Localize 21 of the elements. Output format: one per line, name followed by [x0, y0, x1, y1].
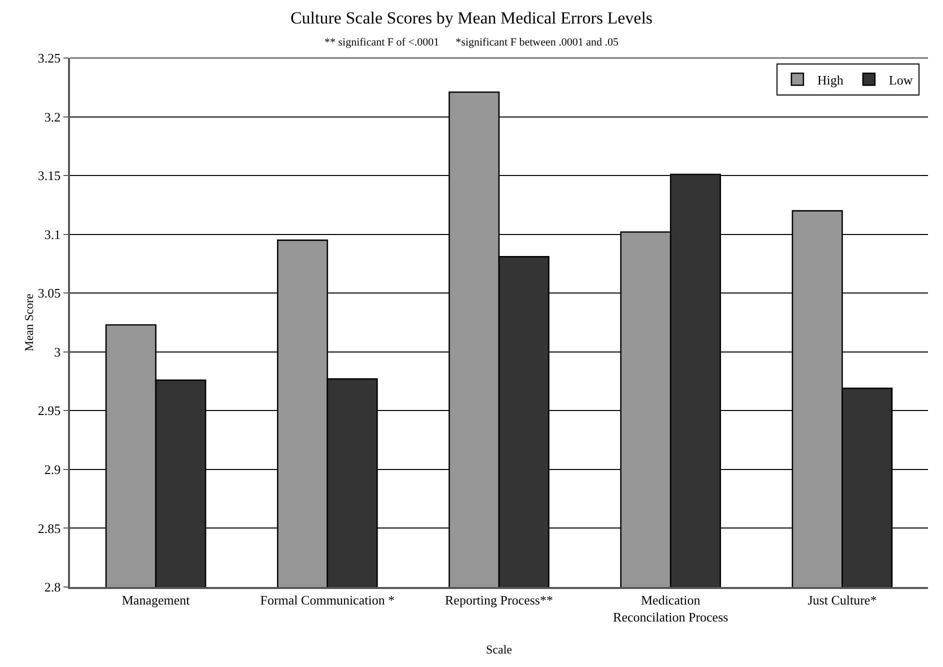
chart-subtitle: ** significant F of <.0001 *significant F between .0001 and .05	[324, 36, 619, 48]
x-tick-label: Medication Reconcilation Process	[613, 592, 728, 624]
x-tick-label: Reporting Process**	[445, 592, 553, 608]
y-tick-label: 3.25	[38, 50, 61, 66]
x-tick-label: Management	[122, 592, 190, 608]
y-axis-title: Mean Score	[22, 294, 36, 352]
y-tick-label: 2.85	[38, 520, 61, 536]
y-tick-label: 3.1	[44, 226, 61, 242]
legend-label: Low	[888, 72, 914, 88]
y-tick-label: 3.05	[38, 286, 61, 301]
y-tick-label: 2.9	[44, 462, 61, 477]
y-tick-label: 3.15	[38, 168, 61, 184]
y-tick-label: 3.2	[44, 109, 61, 124]
x-axis-title: Scale	[486, 642, 512, 657]
chart-title: Culture Scale Scores by Mean Medical Errors Levels	[290, 8, 653, 28]
y-tick-label: 2.8	[44, 580, 61, 595]
x-tick-label: Just Culture*	[808, 592, 877, 608]
y-tick-label: 3	[54, 344, 61, 360]
legend-label: High	[817, 72, 844, 88]
x-tick-label: Formal Communication *	[260, 592, 395, 608]
y-tick-label: 2.95	[38, 403, 61, 418]
